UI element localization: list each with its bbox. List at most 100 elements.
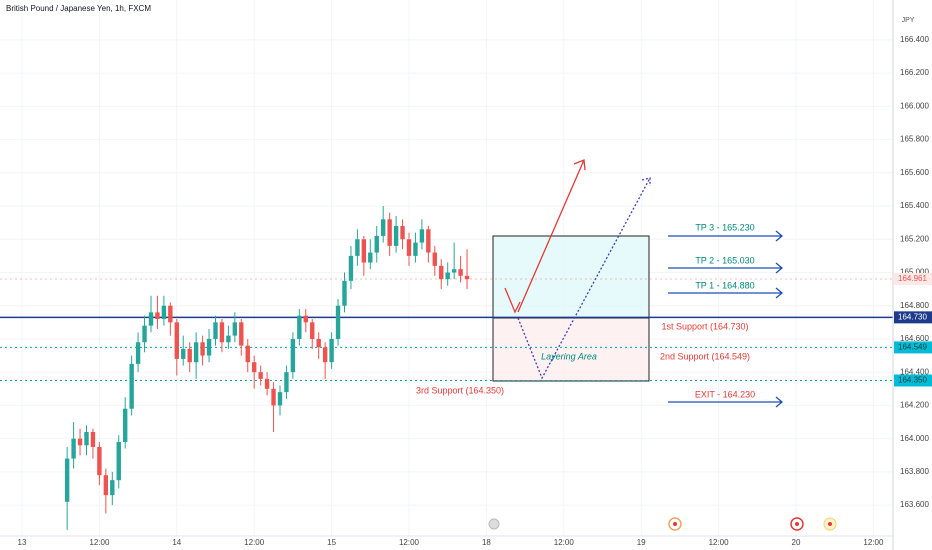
candle-body (322, 347, 328, 363)
arrow (668, 287, 784, 299)
y-tick-label: 165.000 (900, 268, 929, 277)
y-tick-label: 164.800 (900, 301, 929, 310)
candle-body (374, 235, 379, 253)
x-tick-label: 15 (327, 538, 336, 547)
candle-body (135, 342, 141, 364)
candle-body (103, 475, 109, 496)
candle-body (413, 242, 418, 256)
candle-body (310, 322, 315, 339)
candle-body (316, 338, 321, 348)
candle-body (64, 458, 70, 502)
y-tick-label: 163.600 (900, 500, 929, 509)
annotation: 3rd Support (164.350) (416, 385, 504, 395)
price-label: 164.730 (898, 312, 927, 321)
x-tick-label: 19 (637, 538, 646, 547)
y-tick-label: 165.600 (900, 168, 929, 177)
candle-body (239, 322, 244, 346)
annotation: TP 3 - 165.230 (695, 222, 754, 232)
x-tick-label: 18 (482, 538, 491, 547)
candle-body (361, 239, 367, 263)
chart-title: British Pound / Japanese Yen, 1h, FXCM (6, 4, 151, 13)
candle-body (174, 322, 179, 359)
candle-body (297, 315, 302, 339)
y-tick-label: 166.200 (900, 68, 929, 77)
candle-body (329, 338, 334, 363)
y-tick-label: 165.800 (900, 135, 929, 144)
annotation: Layering Area (541, 351, 597, 361)
price-label: 164.549 (898, 343, 927, 352)
candle-body (187, 348, 192, 363)
candle-body (355, 239, 360, 256)
price-label: 164.961 (898, 274, 927, 283)
candle-body (284, 372, 289, 393)
candle-body (458, 269, 463, 276)
arrow (668, 230, 784, 242)
candle-body (464, 275, 470, 280)
candle-body (142, 325, 147, 343)
candle-body (277, 392, 283, 406)
event-icon (673, 522, 677, 526)
candle-body (213, 322, 218, 339)
event-icon[interactable] (488, 518, 500, 530)
candle-body (387, 219, 392, 246)
candle-body (90, 432, 96, 447)
candle-body (110, 480, 115, 496)
annotation: TP 2 - 165.030 (695, 255, 754, 265)
price-label-bg (894, 341, 932, 354)
candle-body (303, 315, 308, 323)
annotation: 2nd Support (164.549) (660, 351, 750, 361)
y-tick-label: 164.200 (900, 401, 929, 410)
y-tick-label: 164.000 (900, 434, 929, 443)
candle-body (380, 219, 386, 236)
candle-body (193, 342, 199, 363)
event-icon (828, 522, 832, 526)
target-zone (492, 235, 650, 319)
candle-body (348, 255, 354, 281)
candle-body (393, 225, 399, 246)
candle-body (206, 338, 212, 356)
candle-body (335, 305, 341, 339)
candle-body (271, 388, 276, 406)
annotation: 1st Support (164.730) (661, 321, 748, 331)
y-tick-label: 163.800 (900, 467, 929, 476)
y-tick-label: 165.400 (900, 201, 929, 210)
candle-body (161, 305, 167, 320)
annotation: EXIT - 164.230 (695, 389, 755, 399)
y-tick-label: 166.000 (900, 101, 929, 110)
candle-body (368, 252, 373, 263)
arrow (504, 287, 521, 314)
candle-body (251, 362, 257, 373)
x-tick-label: 12:00 (554, 538, 575, 547)
price-label-bg (894, 272, 932, 285)
candles (64, 206, 470, 531)
x-tick-label: 14 (172, 538, 181, 547)
x-tick-label: 12:00 (709, 538, 730, 547)
y-tick-label: 165.200 (900, 234, 929, 243)
candle-body (71, 438, 76, 459)
arrow (668, 396, 784, 408)
price-label: 164.350 (898, 376, 927, 385)
x-tick-label: 13 (18, 538, 27, 547)
candle-body (232, 322, 238, 336)
axes: 163.600 163.800 164.000 164.200 164.400 164.6… (18, 35, 932, 547)
arrow (668, 262, 784, 274)
y-tick-label: 164.400 (900, 367, 929, 376)
candle-body (264, 378, 270, 389)
x-tick-label: 12:00 (863, 538, 884, 547)
candle-body (226, 335, 231, 343)
candle-body (155, 312, 160, 320)
candle-body (84, 432, 89, 446)
y-tick-label: 166.400 (900, 35, 929, 44)
candle-body (122, 408, 128, 442)
candle-body (400, 225, 405, 240)
candle-body (148, 312, 154, 326)
candle-body (419, 229, 425, 243)
candle-body (406, 239, 412, 256)
candle-body (116, 441, 121, 481)
candle-body (129, 363, 134, 409)
x-tick-label: 12:00 (244, 538, 265, 547)
candle-body (168, 305, 173, 323)
arrow (517, 159, 586, 313)
drawings (504, 159, 784, 408)
